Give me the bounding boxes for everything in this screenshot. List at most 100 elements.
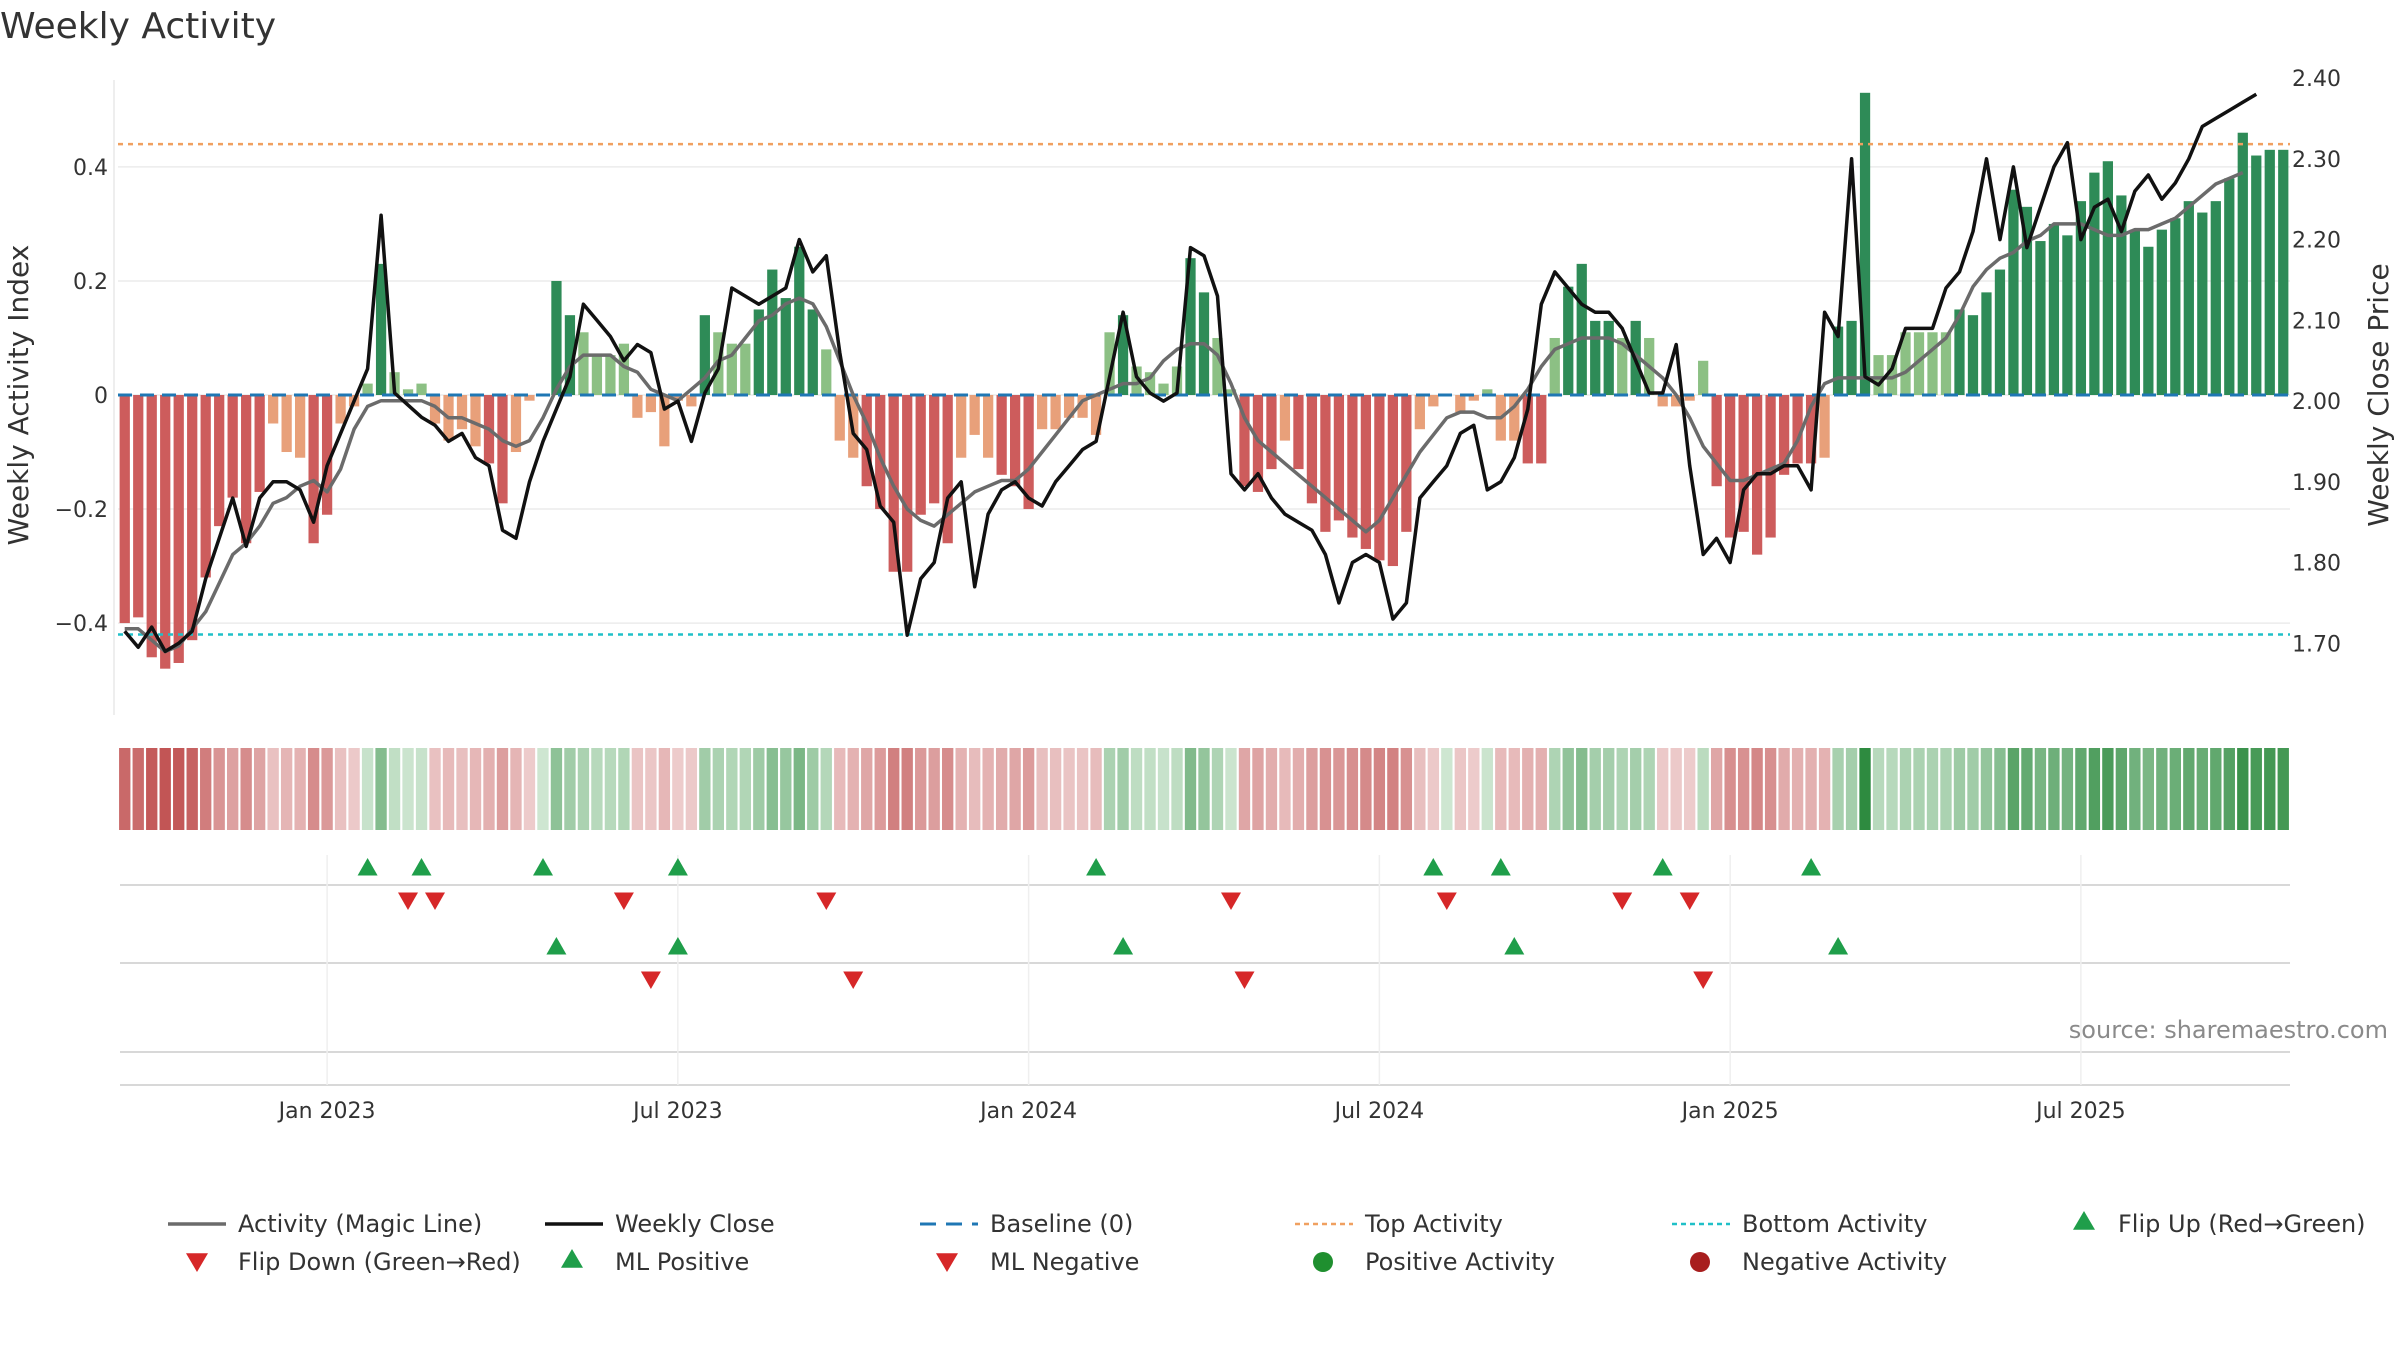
heat-cell-129 (1859, 748, 1871, 830)
heat-cell-111 (1616, 748, 1628, 830)
heat-cell-82 (1225, 748, 1237, 830)
heat-cell-28 (496, 748, 509, 830)
heat-cell-15 (321, 748, 333, 830)
heat-cell-148 (2115, 748, 2128, 830)
activity-bar-79 (1185, 258, 1196, 395)
heat-cell-42 (685, 748, 698, 830)
activity-bar-62 (956, 395, 967, 458)
heat-cell-107 (1562, 748, 1574, 830)
activity-bar-129 (1859, 92, 1871, 396)
activity-bar-93 (1374, 395, 1385, 561)
heat-cell-40 (658, 748, 671, 830)
heat-cell-127 (1832, 748, 1844, 830)
heat-cell-8 (227, 748, 239, 830)
activity-bar-65 (996, 395, 1007, 475)
y2-tick-label-6: 1.80 (2292, 552, 2341, 577)
activity-bar-38 (632, 395, 643, 418)
heat-cell-51 (807, 748, 819, 830)
heat-cell-61 (942, 748, 954, 830)
heat-cell-132 (1899, 748, 1912, 830)
heat-cell-138 (1980, 748, 1993, 830)
y-axis-label: Weekly Activity Index (2, 245, 35, 546)
activity-bar-12 (281, 395, 292, 453)
activity-bar-149 (2129, 229, 2140, 395)
heat-cell-73 (1103, 748, 1116, 830)
y2-tick-label-4: 2.00 (2292, 390, 2341, 415)
legend-label-3: Top Activity (1364, 1210, 1503, 1238)
activity-bar-151 (2156, 229, 2167, 395)
heat-cell-5 (186, 748, 198, 830)
activity-bar-59 (915, 395, 926, 515)
heat-cell-130 (1872, 748, 1885, 830)
legend-label-1: Weekly Close (615, 1210, 775, 1238)
heat-cell-94 (1387, 748, 1399, 830)
ml-positive-marker-0 (546, 937, 567, 955)
heat-cell-100 (1468, 748, 1480, 830)
activity-bar-152 (2170, 218, 2181, 395)
activity-bar-13 (294, 395, 306, 458)
activity-bar-56 (875, 395, 886, 510)
heat-cell-62 (955, 748, 967, 830)
activity-bar-122 (1765, 395, 1776, 538)
heat-cell-17 (348, 748, 360, 830)
flip-down-marker-2 (613, 892, 634, 910)
heat-cell-134 (1926, 748, 1939, 830)
heat-cell-25 (456, 748, 468, 830)
heat-cell-91 (1346, 748, 1359, 830)
activity-bar-140 (2008, 189, 2019, 395)
heat-cell-6 (200, 748, 212, 830)
heat-cell-50 (793, 748, 805, 830)
activity-bar-111 (1617, 337, 1628, 395)
activity-bar-86 (1279, 395, 1291, 441)
heat-cell-78 (1171, 748, 1183, 830)
heat-cell-57 (888, 748, 900, 830)
activity-bar-43 (699, 315, 710, 395)
heat-cell-59 (915, 748, 927, 830)
heat-cell-98 (1441, 748, 1453, 830)
heat-cell-31 (537, 748, 549, 830)
activity-bar-96 (1414, 395, 1425, 430)
heat-cell-37 (618, 748, 630, 830)
ml-negative-marker-0 (640, 971, 661, 989)
legend-positive-activity-swatch (1313, 1252, 1333, 1272)
heat-cell-122 (1764, 748, 1777, 830)
activity-bar-148 (2116, 195, 2127, 395)
activity-bar-41 (672, 395, 683, 401)
heat-cell-41 (672, 748, 684, 830)
activity-bar-7 (214, 395, 225, 527)
activity-bar-19 (375, 263, 387, 395)
activity-bar-70 (1063, 395, 1075, 418)
heat-cell-64 (982, 748, 994, 830)
heat-cell-158 (2250, 748, 2262, 830)
heat-cell-131 (1886, 748, 1898, 830)
heat-cell-72 (1090, 748, 1102, 830)
legend-label-row2-0: Flip Down (Green→Red) (238, 1248, 521, 1276)
heat-cell-144 (2061, 748, 2074, 830)
activity-bar-25 (456, 395, 468, 430)
y2-tick-label-7: 1.70 (2292, 632, 2341, 657)
heat-cell-96 (1414, 748, 1426, 830)
heat-cell-27 (483, 748, 495, 830)
activity-bar-128 (1846, 320, 1857, 395)
heat-cell-143 (2048, 748, 2060, 830)
legend-label-4: Bottom Activity (1742, 1210, 1927, 1238)
y2-axis-label: Weekly Close Price (2362, 263, 2395, 526)
activity-bar-117 (1698, 360, 1709, 395)
activity-bar-97 (1428, 395, 1439, 407)
activity-bar-16 (335, 395, 346, 424)
activity-bar-116 (1684, 395, 1695, 401)
activity-bar-108 (1576, 263, 1587, 395)
activity-bar-110 (1603, 320, 1614, 395)
activity-bar-37 (618, 343, 630, 395)
heat-cell-12 (280, 748, 293, 830)
activity-bar-124 (1792, 395, 1803, 464)
heat-cell-76 (1144, 748, 1156, 830)
heat-cell-55 (861, 748, 873, 830)
heat-cell-118 (1710, 748, 1723, 830)
heat-cell-89 (1319, 748, 1332, 830)
event-markers (120, 855, 2290, 1086)
activity-bar-4 (173, 395, 184, 663)
source-label: source: sharemaestro.com (2069, 1016, 2388, 1044)
activity-bar-53 (834, 395, 845, 441)
heat-cell-45 (726, 748, 738, 830)
